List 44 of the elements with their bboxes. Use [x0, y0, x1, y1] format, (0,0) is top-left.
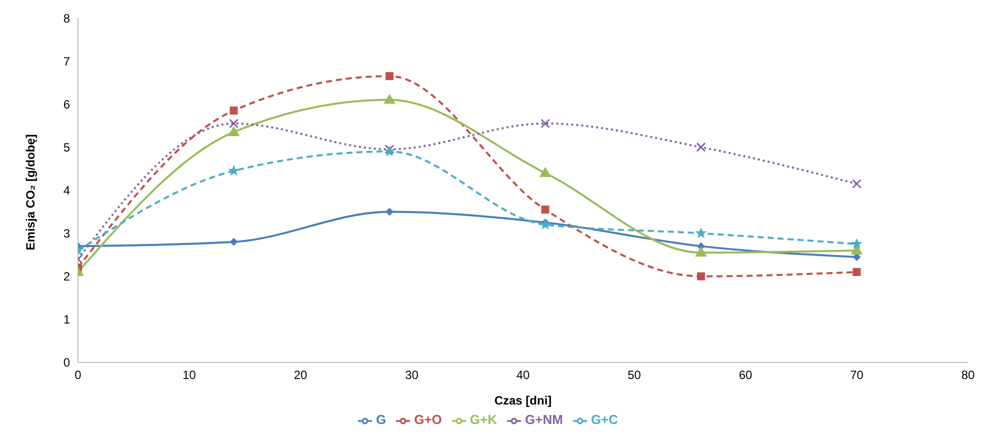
point — [540, 218, 551, 230]
point — [539, 166, 552, 177]
point — [852, 268, 861, 276]
point — [230, 106, 238, 115]
point — [228, 126, 240, 136]
point — [851, 238, 862, 249]
point — [230, 238, 238, 246]
point — [695, 227, 707, 238]
point — [697, 272, 705, 280]
x-tick-label: 80 — [961, 368, 975, 382]
legend-label: G+K — [470, 412, 498, 428]
point — [384, 94, 396, 104]
x-tick-label: 70 — [850, 368, 864, 382]
point — [695, 246, 707, 257]
y-tick-label: 5 — [63, 140, 70, 154]
y-tick-label: 1 — [63, 312, 70, 327]
x-tick-label: 10 — [182, 368, 196, 382]
point — [696, 142, 706, 152]
point — [228, 164, 240, 176]
legend-label: G — [376, 412, 386, 428]
y-tick-label: 2 — [63, 270, 70, 284]
y-tick-label: 4 — [63, 183, 70, 198]
legend-label: G+O — [414, 412, 442, 428]
point — [541, 206, 550, 214]
point — [386, 208, 394, 216]
x-tick-label: 60 — [738, 368, 752, 382]
x-tick-label: 50 — [628, 368, 642, 382]
point — [540, 118, 550, 128]
y-axis-title: Emisja CO₂ [g/dobę] — [23, 134, 38, 250]
y-tick-label: 8 — [63, 11, 70, 26]
y-tick-label: 0 — [63, 356, 70, 370]
point — [852, 179, 862, 189]
y-tick-label: 6 — [63, 97, 70, 112]
legend-label: G+C — [590, 412, 618, 428]
point — [386, 72, 394, 80]
point — [229, 118, 238, 128]
x-tick-label: 30 — [405, 368, 419, 382]
legend-label: G+NM — [525, 412, 563, 428]
x-tick-label: 0 — [74, 368, 82, 382]
y-tick-label: 3 — [63, 226, 70, 241]
x-tick-label: 40 — [516, 368, 530, 382]
y-tick-label: 7 — [63, 54, 70, 68]
x-axis-title: Czas [dni] — [494, 393, 552, 408]
x-tick-label: 20 — [294, 368, 308, 382]
